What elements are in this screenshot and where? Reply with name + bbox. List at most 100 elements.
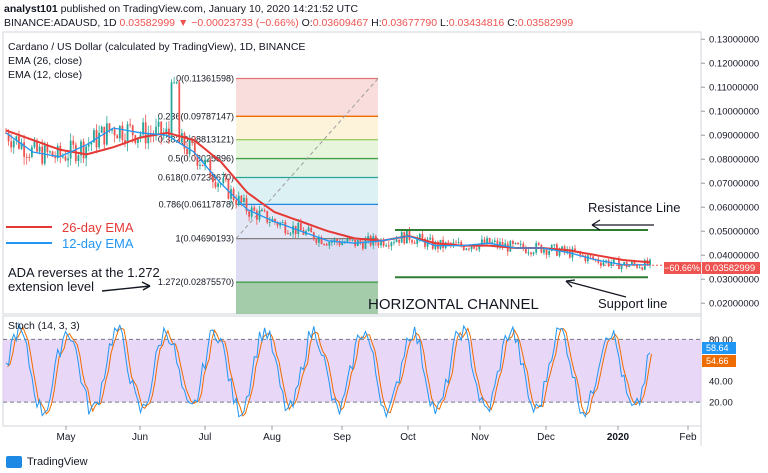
fibonacci-retracement[interactable]: 0(0.11361598) 0.236(0.09787147) 0.382(0.08…: [158, 74, 379, 314]
candle-body: [341, 242, 344, 246]
fib-level-label: 0.5(0.08025896): [168, 154, 234, 164]
candle-body: [139, 134, 142, 138]
candle-body: [561, 246, 563, 251]
candle-body: [49, 151, 51, 153]
candle-body: [620, 264, 623, 270]
price-tick-label: 0.02000000: [709, 299, 759, 310]
candle-body: [41, 146, 44, 164]
fib-extension-zone: [236, 282, 378, 314]
candle-body: [418, 234, 421, 239]
candle-body: [610, 262, 613, 266]
support-annotation: Support line: [598, 296, 667, 311]
candle-body: [98, 132, 101, 148]
candle-body: [294, 225, 297, 235]
stoch-badge2-bg: [702, 355, 736, 367]
tradingview-logo-icon: [6, 456, 22, 468]
fib-level-label: 1.272(0.02875570): [158, 277, 234, 287]
candle-body: [245, 198, 248, 212]
candle-body: [243, 198, 245, 203]
candle-body: [137, 137, 139, 143]
support-arrow: [565, 280, 627, 298]
candle-body: [77, 155, 80, 162]
time-tick-label: Dec: [537, 432, 555, 443]
candle-body: [468, 248, 470, 250]
publish-text: published on TradingView.com, January 10…: [60, 3, 359, 15]
candle-body: [64, 156, 67, 161]
candle-body: [338, 242, 341, 246]
candle-body: [155, 126, 157, 137]
candle-body: [382, 239, 385, 246]
candle-body: [25, 156, 28, 158]
fib-zone: [236, 158, 378, 178]
candle-body: [209, 159, 212, 178]
high-value: 0.03677790: [381, 17, 438, 29]
candle-body: [235, 200, 238, 205]
candle-body: [287, 233, 289, 235]
resistance-arrowhead: [591, 219, 601, 231]
price-tick-label: 0.05000000: [709, 227, 759, 238]
candle-body: [514, 242, 517, 244]
time-axis[interactable]: May Jun Jul Aug Sep Oct Nov Dec 2020 Feb: [57, 426, 698, 443]
candle-body: [395, 239, 398, 243]
time-tick-label: Jul: [199, 432, 212, 443]
candle-body: [72, 140, 75, 145]
candle-body: [584, 255, 587, 262]
open-value: 0.03609467: [312, 17, 369, 29]
candle-body: [118, 125, 121, 139]
candle-body: [602, 262, 605, 266]
candle-body: [398, 239, 401, 243]
candle-body: [424, 238, 426, 247]
candle-body: [455, 242, 457, 244]
candle-body: [323, 244, 326, 246]
candle-body: [465, 248, 468, 250]
candle-body: [240, 195, 243, 203]
tradingview-logo[interactable]: TradingView: [6, 456, 88, 468]
candle-body: [421, 234, 424, 239]
candle-body: [263, 210, 266, 212]
chart-title: Cardano / US Dollar (calculated by Tradi…: [8, 41, 305, 53]
time-tick-label: May: [57, 432, 76, 443]
price-tick-label: 0.09000000: [709, 131, 759, 142]
candle-body: [589, 255, 592, 257]
candle-body: [364, 239, 367, 249]
candle-body: [36, 140, 38, 152]
ema12-legend: EMA (12, close): [8, 69, 82, 81]
candle-body: [196, 155, 199, 166]
candle-body: [100, 126, 103, 133]
horizontal-channel[interactable]: [395, 229, 701, 279]
candle-body: [336, 239, 338, 243]
price-tick-label: 0.06000000: [709, 203, 759, 214]
candle-body: [475, 248, 478, 250]
time-tick-label: Aug: [263, 432, 281, 443]
candle-body: [349, 238, 351, 240]
candle-body: [457, 241, 460, 244]
candle-body: [488, 238, 491, 244]
price-axis[interactable]: 0.13000000 0.12000000 0.11000000 0.10000000…: [701, 35, 759, 310]
price-tick-label: 0.10000000: [709, 107, 759, 118]
channel-annotation: HORIZONTAL CHANNEL: [368, 296, 539, 313]
candle-body: [429, 237, 432, 240]
candle-body: [217, 183, 219, 188]
candle-body: [103, 126, 106, 145]
reversal-arrow: [101, 285, 151, 292]
candle-body: [493, 240, 496, 243]
stoch-tick-label: 20.00: [709, 398, 733, 409]
candle-body: [543, 249, 545, 253]
candle-body: [299, 222, 302, 231]
high-label: H:: [371, 17, 382, 29]
candle-body: [46, 145, 49, 153]
candle-body: [330, 241, 333, 243]
candle-body: [7, 133, 10, 142]
candle-body: [452, 242, 455, 245]
fib-level-label: 0.382(0.08813121): [158, 135, 234, 145]
down-arrow-icon: ▼: [177, 17, 189, 29]
candle-body: [641, 267, 644, 270]
symbol-label: BINANCE:ADAUSD, 1D: [4, 17, 117, 29]
author-name[interactable]: analyst101: [4, 3, 58, 15]
candle-body: [67, 158, 69, 161]
tradingview-brand: TradingView: [27, 456, 88, 468]
candle-body: [532, 252, 535, 255]
candle-body: [173, 82, 176, 84]
candle-body: [527, 252, 530, 254]
